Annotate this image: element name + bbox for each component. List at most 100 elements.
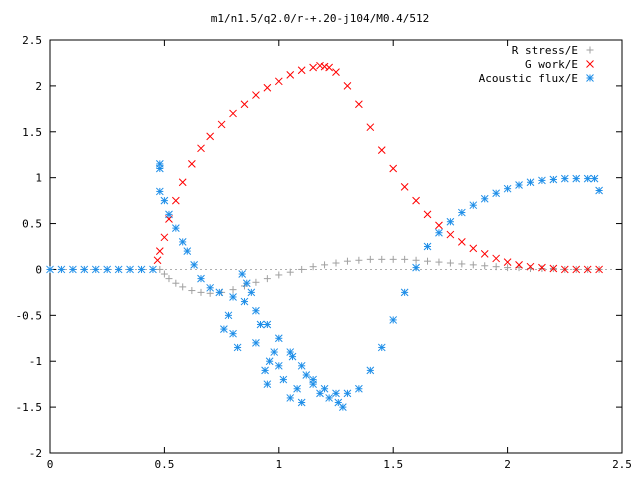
data-point: [549, 264, 558, 273]
data-point: [401, 255, 409, 263]
data-point: [366, 123, 375, 132]
data-point: [309, 63, 317, 72]
data-point: [355, 100, 363, 109]
data-point: [343, 82, 352, 90]
data-point: [389, 316, 398, 324]
data-point: [480, 194, 489, 203]
data-point: [457, 208, 466, 217]
legend-label: G work/E: [525, 58, 578, 71]
data-point: [252, 91, 260, 99]
data-point: [538, 263, 546, 272]
data-point: [165, 275, 173, 283]
data-point: [423, 210, 432, 219]
legend-marker: [586, 60, 594, 68]
data-point: [233, 343, 242, 352]
data-point: [178, 238, 187, 246]
data-point: [206, 132, 215, 141]
data-point: [583, 265, 592, 274]
data-point: [435, 258, 443, 266]
data-point: [261, 366, 269, 375]
data-point: [156, 265, 164, 273]
data-point: [325, 63, 333, 72]
data-point: [560, 174, 569, 183]
x-tick-label: 1.5: [383, 458, 403, 471]
data-point: [339, 403, 347, 411]
series-0: [156, 255, 603, 297]
data-point: [492, 189, 501, 198]
data-point: [153, 256, 162, 265]
data-point: [172, 279, 180, 287]
plot-frame: [49, 39, 623, 454]
data-point: [355, 384, 363, 393]
data-point: [435, 228, 443, 237]
data-point: [309, 380, 317, 389]
y-tick-label: -1.5: [16, 401, 43, 414]
data-point: [377, 146, 386, 154]
data-point: [481, 262, 489, 270]
y-tick-label: 0: [35, 263, 42, 276]
data-point: [423, 242, 432, 251]
data-point: [297, 66, 306, 75]
data-point: [412, 263, 420, 272]
legend-label: Acoustic flux/E: [479, 72, 578, 85]
data-point: [288, 352, 297, 361]
data-point: [217, 120, 226, 129]
data-point: [57, 265, 66, 274]
data-point: [197, 144, 205, 153]
x-tick-label: 1: [275, 458, 282, 471]
data-point: [190, 261, 198, 269]
data-point: [343, 389, 352, 398]
data-point: [247, 288, 256, 297]
data-point: [171, 196, 180, 205]
data-point: [274, 334, 283, 343]
data-point: [332, 389, 340, 398]
data-point: [252, 278, 260, 286]
data-point: [515, 181, 523, 189]
data-point: [412, 196, 420, 205]
data-point: [286, 394, 295, 402]
data-point: [320, 62, 329, 71]
x-tick-label: 0.5: [154, 458, 174, 471]
data-point: [188, 160, 196, 168]
x-tick-label: 0: [47, 458, 54, 471]
data-point: [492, 254, 501, 263]
legend-marker: [586, 46, 594, 54]
data-point: [297, 361, 306, 370]
data-point: [238, 270, 247, 278]
data-point: [46, 265, 54, 274]
series-1: [153, 61, 603, 274]
data-point: [178, 178, 187, 187]
data-point: [316, 61, 324, 70]
data-point: [297, 398, 306, 407]
data-point: [171, 224, 180, 232]
chart-title: m1/n1.5/q2.0/r-+.20-j104/M0.4/512: [211, 12, 430, 25]
y-tick-label: 1: [35, 172, 42, 185]
data-point: [279, 375, 288, 384]
data-point: [263, 83, 272, 92]
data-point: [389, 164, 398, 173]
data-point: [265, 357, 274, 366]
data-point: [263, 320, 272, 329]
data-point: [240, 100, 249, 109]
data-point: [424, 257, 432, 265]
y-tick-label: 1.5: [22, 126, 42, 139]
data-point: [309, 263, 317, 271]
data-point: [377, 343, 386, 352]
data-point: [378, 255, 386, 263]
data-point: [538, 265, 546, 273]
data-point: [549, 175, 558, 184]
data-point: [504, 264, 512, 272]
data-point: [538, 176, 546, 185]
data-point: [252, 306, 260, 315]
data-point: [252, 339, 260, 347]
data-point: [457, 238, 466, 246]
y-tick-label: 0.5: [22, 218, 42, 231]
data-point: [492, 263, 500, 271]
data-point: [446, 217, 455, 226]
data-point: [263, 380, 272, 389]
data-point: [583, 174, 592, 183]
data-point: [435, 221, 443, 230]
data-point: [274, 361, 283, 370]
